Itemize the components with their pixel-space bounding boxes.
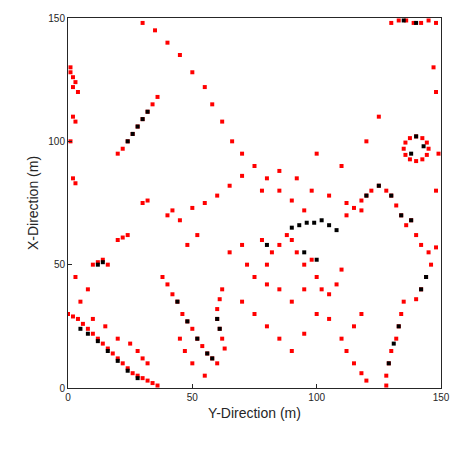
- svg-text:100: 100: [308, 392, 325, 403]
- svg-text:50: 50: [187, 392, 199, 403]
- svg-text:0: 0: [65, 392, 71, 403]
- svg-text:100: 100: [48, 136, 65, 147]
- svg-text:150: 150: [433, 392, 450, 403]
- svg-text:150: 150: [48, 13, 65, 24]
- svg-text:0: 0: [59, 383, 65, 394]
- svg-text:50: 50: [54, 259, 66, 270]
- svg-text:Y-Direction (m): Y-Direction (m): [208, 405, 301, 421]
- svg-text:X-Direction (m): X-Direction (m): [25, 156, 41, 250]
